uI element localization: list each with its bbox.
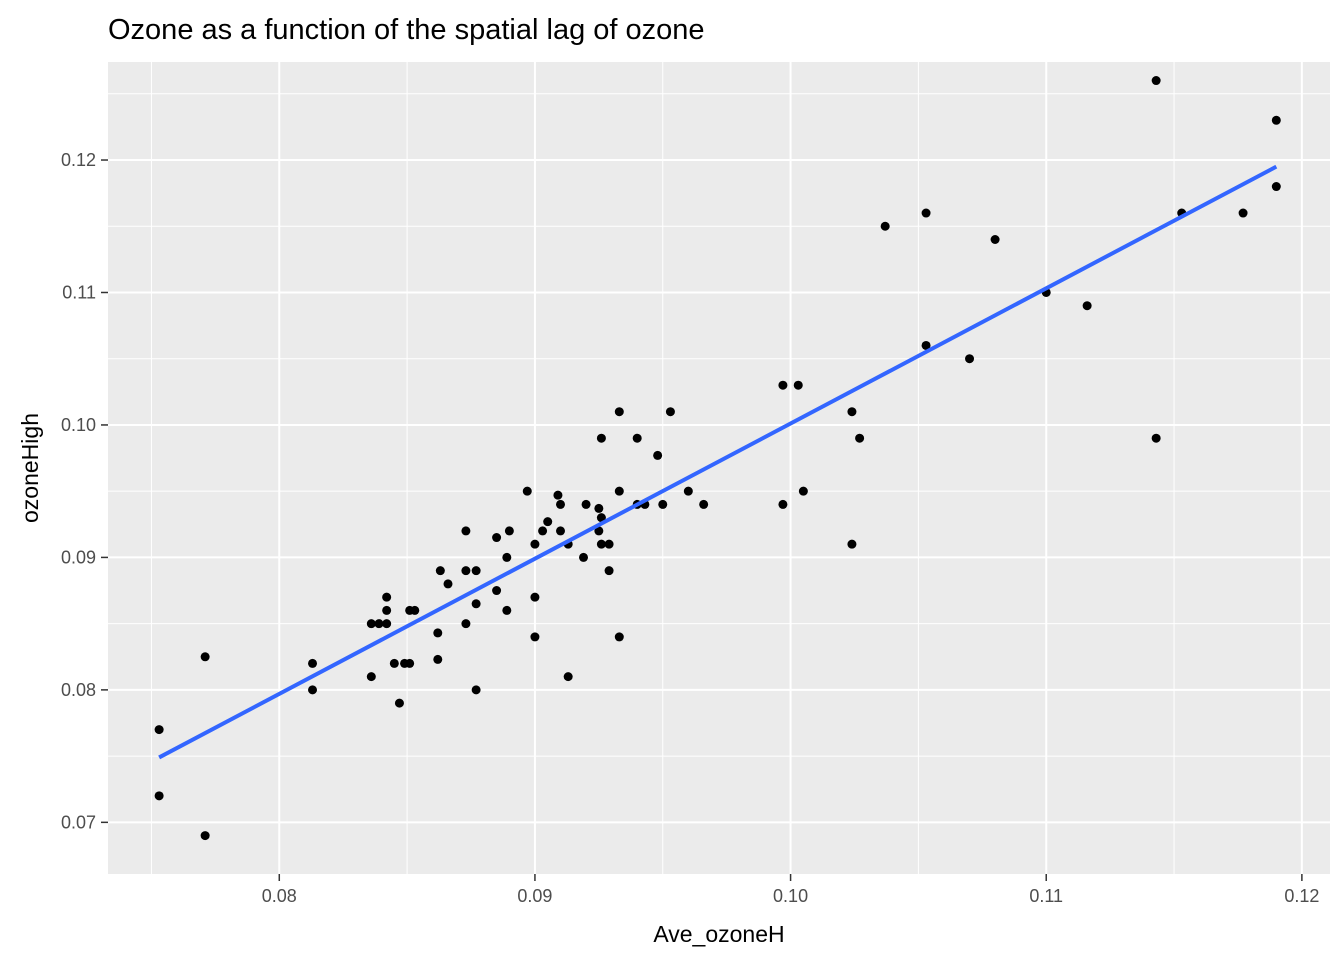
data-point — [471, 599, 481, 609]
x-tick-label: 0.08 — [262, 886, 297, 906]
data-point — [614, 486, 624, 496]
data-point — [604, 539, 614, 549]
data-point — [461, 566, 471, 576]
data-point — [563, 672, 573, 682]
data-point — [1151, 76, 1161, 86]
grid-minor — [108, 62, 1330, 874]
data-point — [1271, 182, 1281, 192]
chart-title: Ozone as a function of the spatial lag o… — [108, 14, 705, 46]
data-point — [965, 354, 975, 364]
data-point — [632, 433, 642, 443]
data-point — [1151, 433, 1161, 443]
x-tick-label: 0.10 — [773, 886, 808, 906]
x-tick-label: 0.11 — [1029, 886, 1063, 906]
data-point — [471, 566, 481, 576]
data-point — [492, 586, 502, 596]
data-point — [394, 698, 404, 708]
data-point — [154, 791, 164, 801]
data-point — [410, 605, 420, 615]
data-point — [594, 503, 604, 513]
y-axis-title: ozoneHigh — [17, 413, 43, 523]
data-point — [665, 407, 675, 417]
y-axis: 0.07 0.08 0.09 0.10 0.11 0.12 — [61, 150, 108, 832]
data-point — [798, 486, 808, 496]
data-point — [596, 433, 606, 443]
data-point — [504, 526, 514, 536]
y-tick-label: 0.09 — [61, 547, 96, 567]
data-point — [366, 672, 376, 682]
x-axis-title: Ave_ozoneH — [653, 921, 784, 947]
x-axis: 0.08 0.09 0.10 0.11 0.12 — [262, 874, 1319, 906]
data-point — [653, 450, 663, 460]
data-point — [308, 685, 318, 695]
y-tick-label: 0.11 — [62, 282, 96, 302]
y-tick-label: 0.07 — [61, 812, 96, 832]
data-point — [579, 552, 589, 562]
data-point — [1271, 115, 1281, 125]
data-point — [555, 526, 565, 536]
data-point — [683, 486, 693, 496]
x-tick-label: 0.09 — [517, 886, 552, 906]
data-point — [374, 619, 384, 629]
plot-panel — [108, 62, 1330, 874]
data-point — [1238, 208, 1248, 218]
data-point — [553, 490, 563, 500]
data-point — [433, 628, 443, 638]
data-point — [847, 407, 857, 417]
data-point — [154, 725, 164, 735]
x-tick-label: 0.12 — [1284, 886, 1319, 906]
data-point — [382, 605, 392, 615]
data-point — [200, 831, 210, 841]
data-point — [847, 539, 857, 549]
data-point — [502, 552, 512, 562]
data-point — [433, 654, 443, 664]
data-point — [855, 433, 865, 443]
y-tick-label: 0.12 — [61, 150, 96, 170]
data-point — [530, 632, 540, 642]
data-point — [778, 380, 788, 390]
data-point — [990, 235, 1000, 245]
data-point — [366, 619, 376, 629]
data-point — [200, 652, 210, 662]
data-point — [461, 619, 471, 629]
data-point — [921, 340, 931, 350]
data-point — [471, 685, 481, 695]
data-point — [443, 579, 453, 589]
data-point — [699, 499, 709, 509]
data-point — [382, 619, 392, 629]
data-point — [614, 407, 624, 417]
data-point — [522, 486, 532, 496]
data-point — [581, 499, 591, 509]
data-point — [921, 208, 931, 218]
data-point — [382, 592, 392, 602]
data-point — [880, 221, 890, 231]
y-tick-label: 0.10 — [61, 415, 96, 435]
data-point — [308, 658, 318, 668]
data-point — [389, 658, 399, 668]
data-point — [530, 539, 540, 549]
data-point — [778, 499, 788, 509]
data-point — [596, 513, 606, 523]
data-point — [596, 539, 606, 549]
data-point — [405, 658, 415, 668]
grid-major — [108, 62, 1330, 874]
fit-line — [158, 164, 1278, 760]
data-point — [543, 517, 553, 527]
data-point — [555, 499, 565, 509]
data-point — [492, 533, 502, 543]
data-point — [461, 526, 471, 536]
data-point — [594, 526, 604, 536]
data-point — [793, 380, 803, 390]
data-point — [435, 566, 445, 576]
data-point — [502, 605, 512, 615]
data-point — [614, 632, 624, 642]
data-point — [658, 499, 668, 509]
data-point — [538, 526, 548, 536]
y-tick-label: 0.08 — [61, 680, 96, 700]
data-point — [1082, 301, 1092, 311]
data-point — [530, 592, 540, 602]
data-point — [604, 566, 614, 576]
